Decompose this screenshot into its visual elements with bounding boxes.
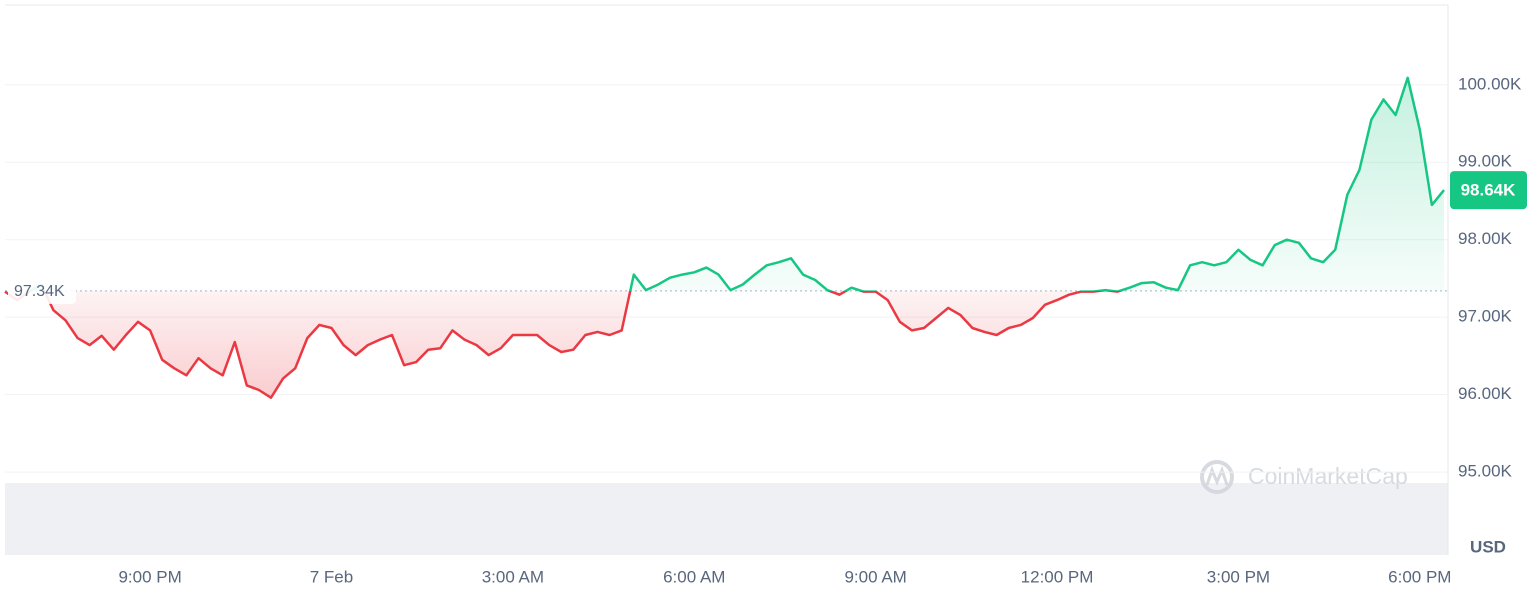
last-price-box — [1450, 171, 1527, 210]
y-tick-label: 95.00K — [1458, 462, 1513, 481]
price-line — [4, 76, 1445, 399]
y-tick-label: 99.00K — [1458, 152, 1513, 171]
x-tick-label: 3:00 AM — [482, 567, 544, 586]
x-tick-label: 12:00 PM — [1021, 567, 1094, 586]
baseline-label: 97.34K — [14, 283, 65, 300]
y-tick-label: 100.00K — [1458, 74, 1522, 93]
watermark: CoinMarketCap — [1200, 460, 1408, 494]
x-tick-label: 9:00 PM — [118, 567, 181, 586]
x-tick-label: 7 Feb — [310, 567, 353, 586]
watermark-logo — [1200, 460, 1234, 494]
watermark-logo-mark — [1205, 465, 1229, 486]
volume-band — [5, 483, 1448, 555]
y-tick-label: 97.00K — [1458, 307, 1513, 326]
unit-label: USD — [1470, 537, 1506, 556]
x-tick-label: 6:00 AM — [663, 567, 725, 586]
x-tick-label: 3:00 PM — [1207, 567, 1270, 586]
last-price-label: 98.64K — [1461, 181, 1517, 200]
watermark-text: CoinMarketCap — [1248, 463, 1408, 489]
y-tick-label: 96.00K — [1458, 384, 1513, 403]
y-tick-label: 98.00K — [1458, 229, 1513, 248]
x-tick-label: 6:00 PM — [1388, 567, 1451, 586]
price-area — [5, 77, 1444, 398]
x-tick-label: 9:00 AM — [844, 567, 906, 586]
baseline-label-box — [8, 277, 76, 304]
